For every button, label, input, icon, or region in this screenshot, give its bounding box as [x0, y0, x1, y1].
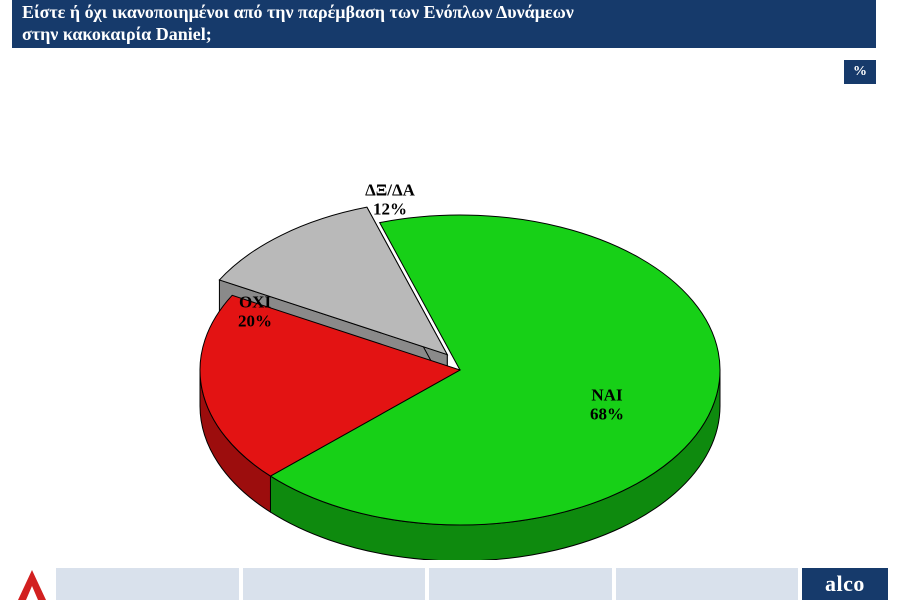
footer-cell: [616, 568, 799, 600]
alco-logo: alco: [802, 568, 888, 600]
slice-label-ΔΞ/ΔΑ: ΔΞ/ΔΑ12%: [365, 181, 415, 218]
pie-svg: [0, 60, 900, 560]
footer-strip: alco: [12, 568, 888, 600]
alco-logo-text: alco: [825, 571, 865, 597]
question-line-2: στην κακοκαιρία Daniel;: [22, 23, 866, 45]
slice-label-ΟΧΙ: OXI20%: [238, 293, 272, 330]
question-line-1: Είστε ή όχι ικανοποιημένοι από την παρέμ…: [22, 1, 866, 23]
footer-cell: [243, 568, 426, 600]
question-title: Είστε ή όχι ικανοποιημένοι από την παρέμ…: [12, 0, 876, 48]
pie-chart: NAI68% OXI20% ΔΞ/ΔΑ12%: [0, 60, 900, 560]
footer-cell: [56, 568, 239, 600]
footer-cell: [429, 568, 612, 600]
alpha-logo-icon: [12, 568, 52, 600]
poll-slide: Είστε ή όχι ικανοποιημένοι από την παρέμ…: [0, 0, 900, 600]
slice-label-ΝΑΙ: NAI68%: [590, 386, 624, 423]
